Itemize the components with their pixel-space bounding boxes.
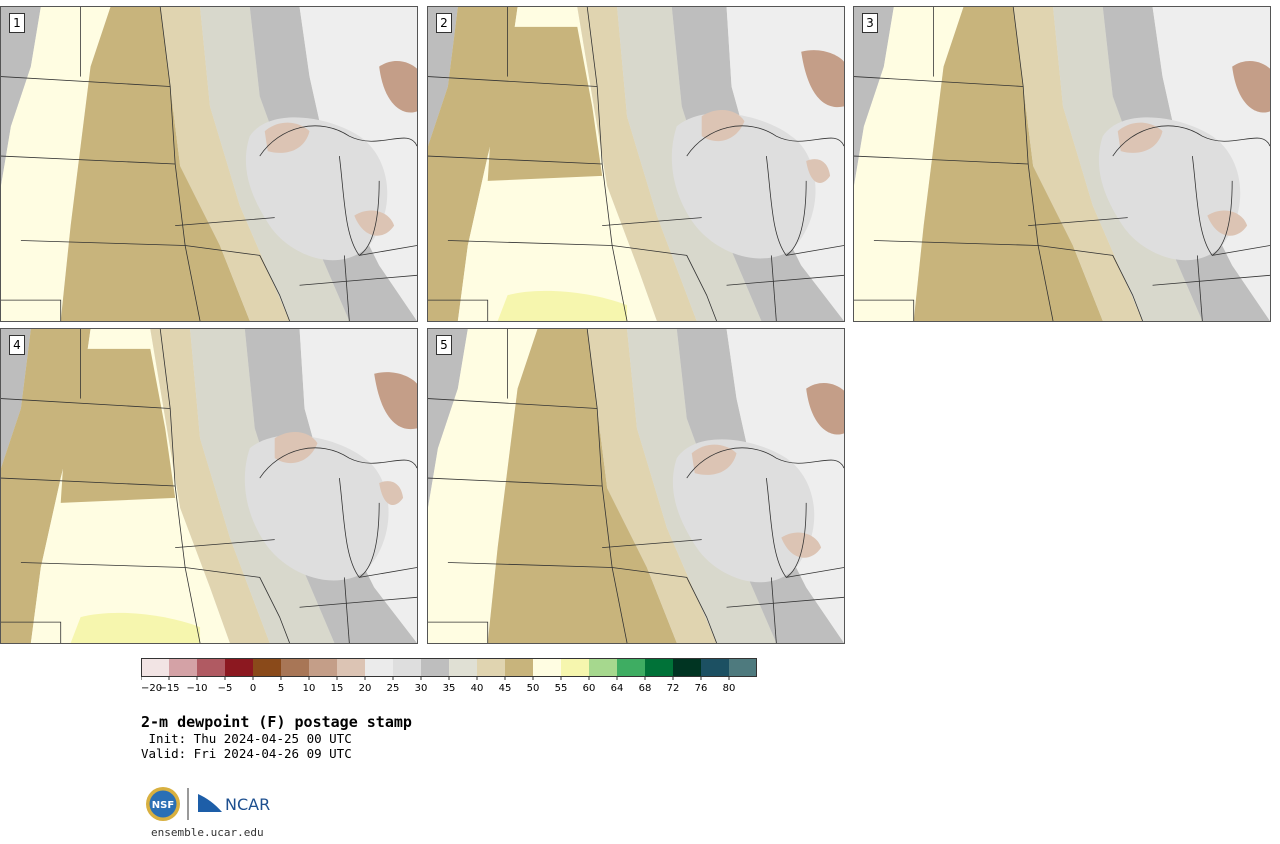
dewpoint-map <box>1 7 417 321</box>
dewpoint-map <box>428 7 844 321</box>
colorbar-tick-label: 10 <box>303 683 316 694</box>
colorbar-tick-label: −20 <box>141 683 162 694</box>
colorbar-cell <box>197 658 225 677</box>
colorbar-tick-label: 68 <box>639 683 652 694</box>
colorbar-tick-label: −10 <box>186 683 207 694</box>
colorbar-tick-label: 5 <box>278 683 284 694</box>
colorbar-cell <box>253 658 281 677</box>
colorbar-cell <box>309 658 337 677</box>
stamp-panel-5: 5 <box>427 328 845 644</box>
colorbar-border <box>141 658 757 677</box>
stamp-panel-1: 1 <box>0 6 418 322</box>
colorbar: −20−15 −10 −5 0 5 10 15 20 25 30 35 40 45 50 55 60 64 68 7… <box>141 658 757 694</box>
colorbar-tick-label: −5 <box>218 683 233 694</box>
stamp-panel-3: 3 <box>853 6 1271 322</box>
colorbar-tick-label: 0 <box>250 683 256 694</box>
ncar-text: NCAR <box>225 795 270 814</box>
dewpoint-map <box>854 7 1270 321</box>
colorbar-cell <box>729 658 757 677</box>
colorbar-cell <box>477 658 505 677</box>
colorbar-cell <box>561 658 589 677</box>
colorbar-tick-label: 35 <box>443 683 456 694</box>
panel-number: 5 <box>436 335 452 355</box>
colorbar-tick-label: 45 <box>499 683 512 694</box>
colorbar-cell <box>421 658 449 677</box>
colorbar-cell <box>617 658 645 677</box>
colorbar-tick-label: 80 <box>723 683 736 694</box>
init-time: Init: Thu 2024-04-25 00 UTC <box>141 731 352 746</box>
colorbar-tick-label: 50 <box>527 683 540 694</box>
colorbar-tick-label: −15 <box>158 683 179 694</box>
colorbar-tick-label: 40 <box>471 683 484 694</box>
dewpoint-map <box>428 329 844 643</box>
stamp-panel-2: 2 <box>427 6 845 322</box>
colorbar-cell <box>645 658 673 677</box>
colorbar-tick-label: 64 <box>611 683 624 694</box>
website-link[interactable]: ensemble.ucar.edu <box>151 826 264 839</box>
panel-number: 4 <box>9 335 25 355</box>
colorbar-cell <box>589 658 617 677</box>
valid-time: Valid: Fri 2024-04-26 09 UTC <box>141 746 352 761</box>
panel-number: 2 <box>436 13 452 33</box>
figure-title: 2-m dewpoint (F) postage stamp <box>141 713 412 731</box>
colorbar-cell <box>365 658 393 677</box>
colorbar-cell <box>701 658 729 677</box>
colorbar-cell <box>393 658 421 677</box>
panel-number: 1 <box>9 13 25 33</box>
colorbar-cell <box>337 658 365 677</box>
colorbar-tick-label: 55 <box>555 683 568 694</box>
colorbar-cell <box>533 658 561 677</box>
colorbar-tick-label: 60 <box>583 683 596 694</box>
colorbar-cell <box>169 658 197 677</box>
colorbar-cell <box>141 658 169 677</box>
colorbar-tick-label: 15 <box>331 683 344 694</box>
colorbar-cell <box>505 658 533 677</box>
colorbar-tick-label: 30 <box>415 683 428 694</box>
panel-number: 3 <box>862 13 878 33</box>
colorbar-tick-label: 76 <box>695 683 708 694</box>
colorbar-cell <box>225 658 253 677</box>
colorbar-tick-label: 20 <box>359 683 372 694</box>
nsf-ncar-logo: NSF NCAR <box>146 787 270 821</box>
colorbar-tick-label: 72 <box>667 683 680 694</box>
colorbar-tick-label: 25 <box>387 683 400 694</box>
stamp-panel-4: 4 <box>0 328 418 644</box>
colorbar-cell <box>673 658 701 677</box>
colorbar-cell <box>281 658 309 677</box>
nsf-text: NSF <box>152 800 174 811</box>
dewpoint-map <box>1 329 417 643</box>
colorbar-cell <box>449 658 477 677</box>
